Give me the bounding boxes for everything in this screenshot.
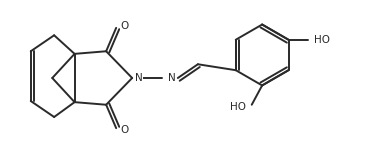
Text: O: O <box>120 125 128 135</box>
Text: O: O <box>120 21 128 31</box>
Text: N: N <box>135 73 143 83</box>
Text: N: N <box>168 73 176 83</box>
Text: HO: HO <box>314 35 330 45</box>
Text: HO: HO <box>230 102 246 112</box>
